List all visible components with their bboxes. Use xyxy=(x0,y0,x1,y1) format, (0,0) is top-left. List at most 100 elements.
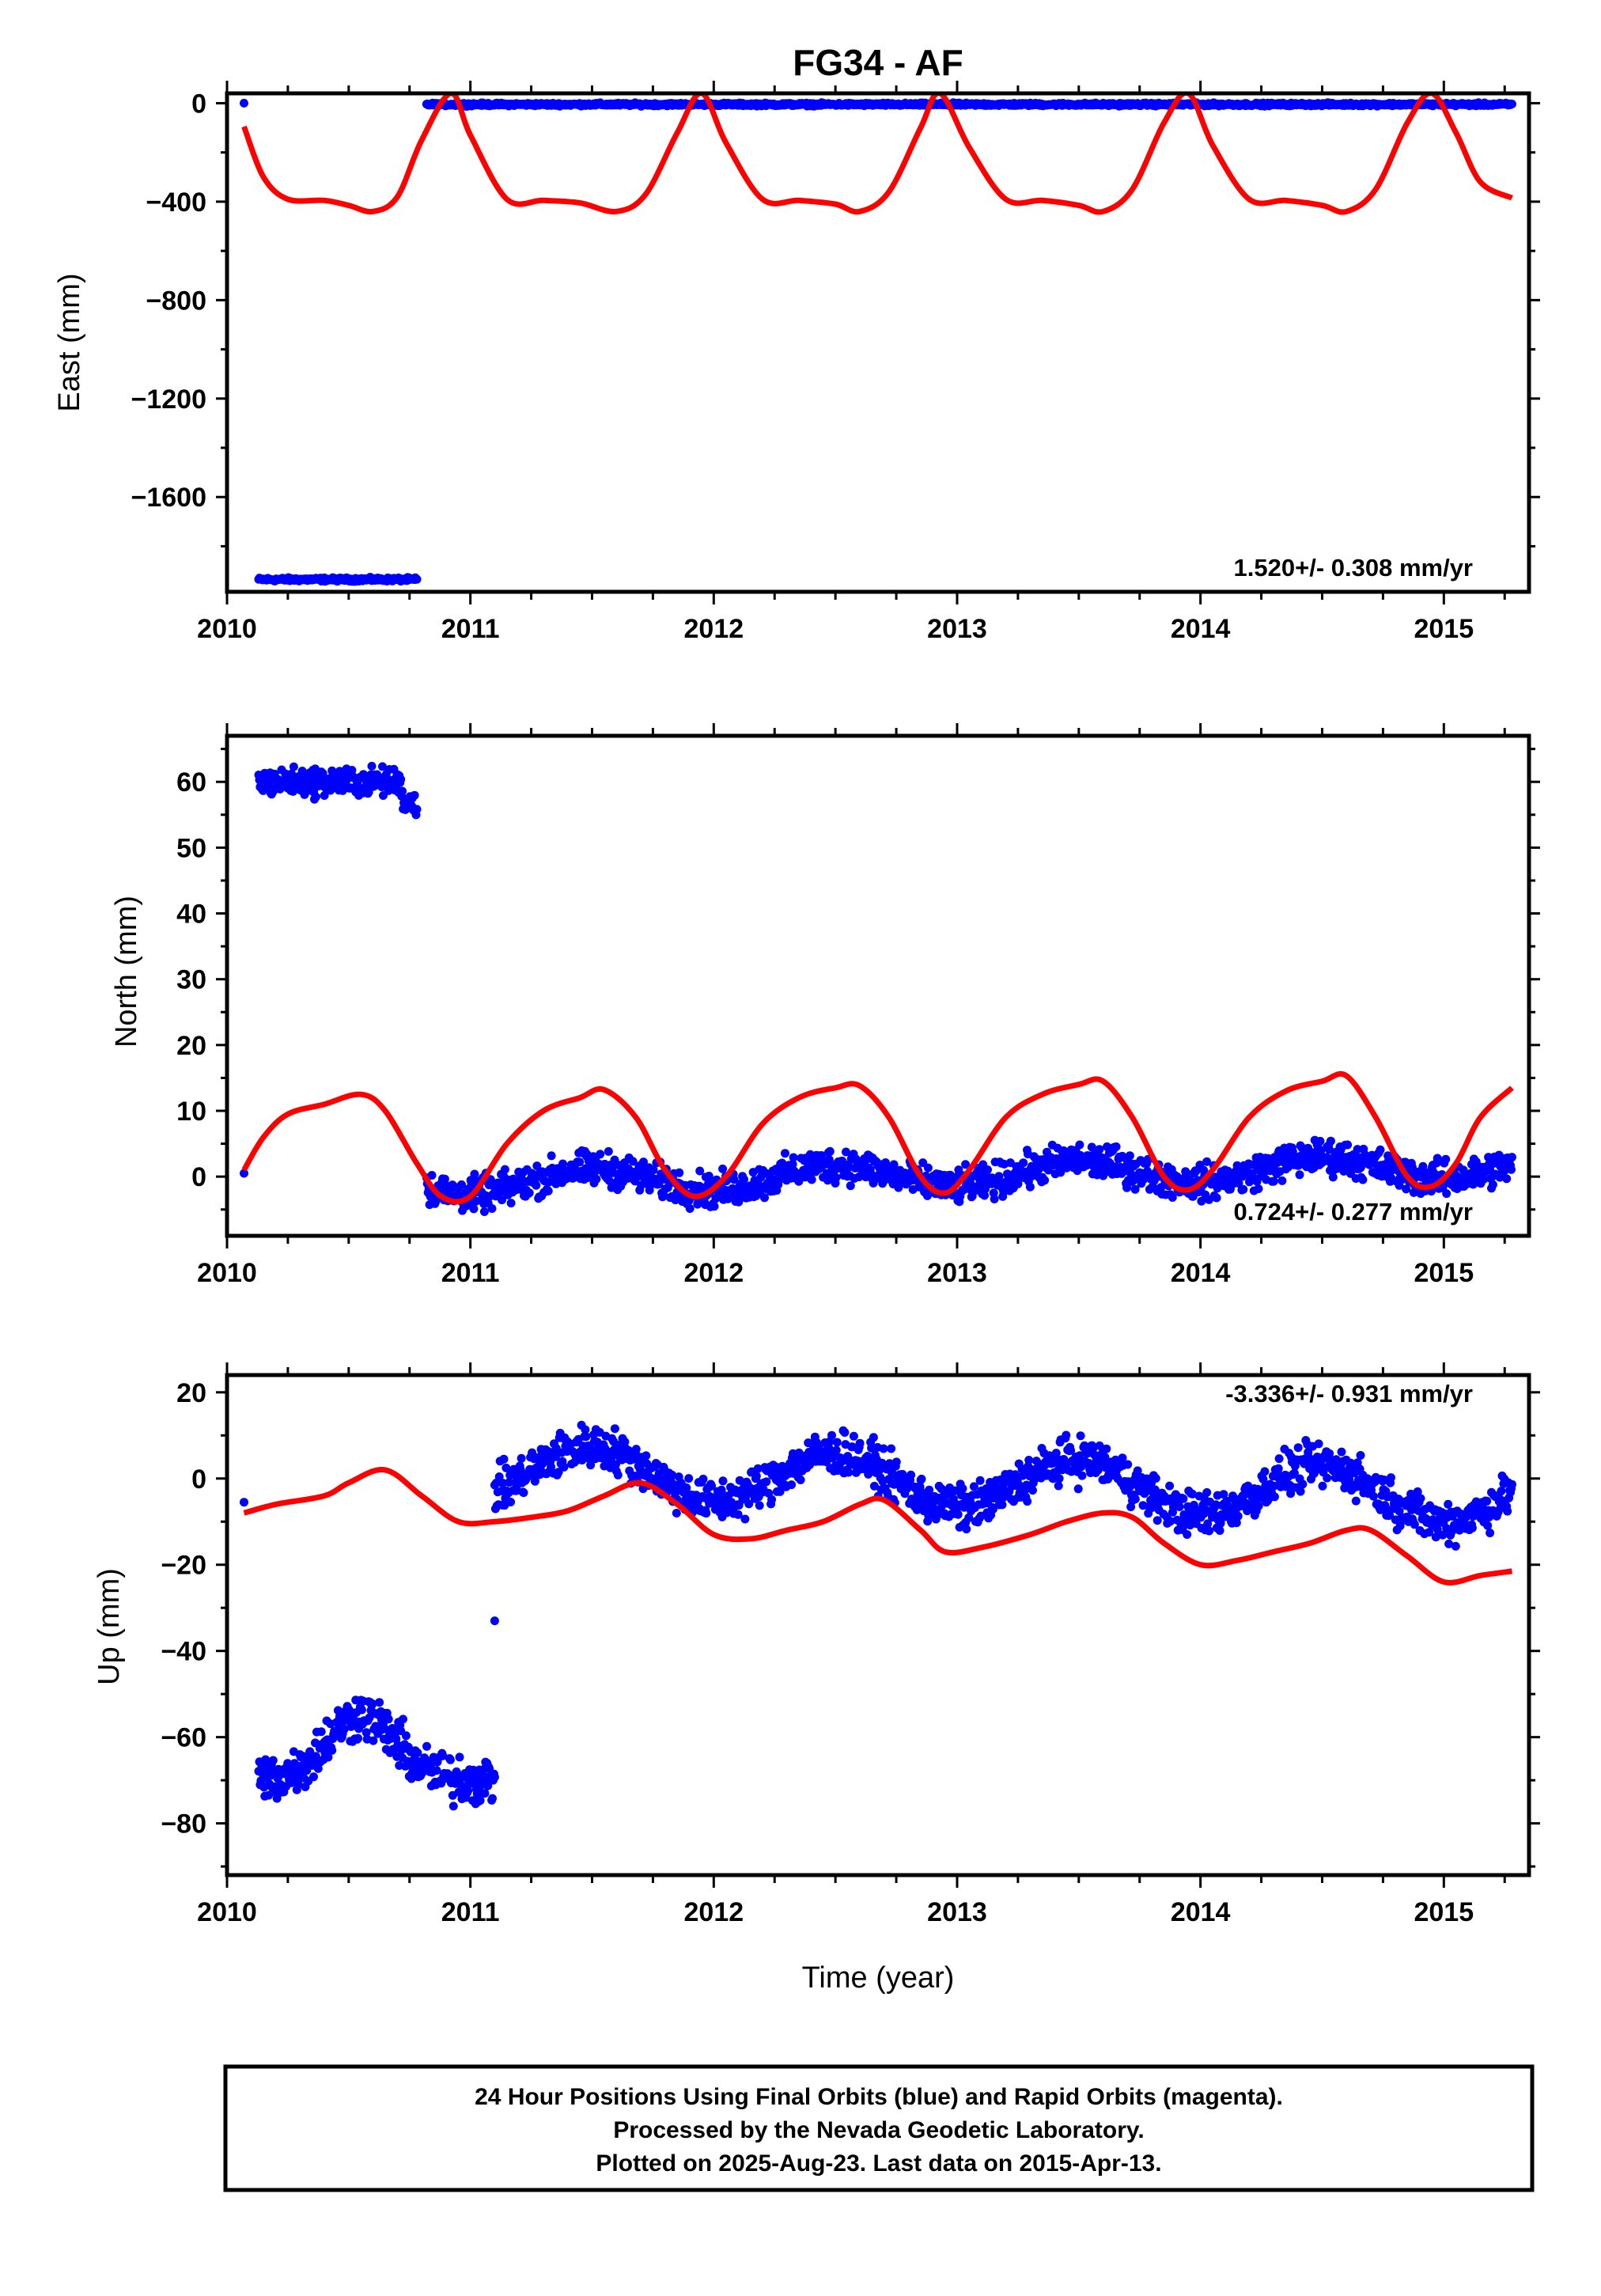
up-final-point xyxy=(1123,1460,1133,1469)
north-final-point xyxy=(990,1195,999,1203)
north-final-point xyxy=(547,1151,556,1161)
north-xtick-label: 2013 xyxy=(927,1258,987,1288)
east-rapid-series-line xyxy=(241,93,1514,215)
north-final-point xyxy=(427,1171,437,1180)
up-final-point xyxy=(449,1802,458,1811)
north-final-point xyxy=(639,1157,648,1167)
up-final-point xyxy=(1395,1521,1405,1531)
north-final-point xyxy=(1234,1179,1243,1188)
up-final-point xyxy=(869,1433,878,1442)
up-final-point xyxy=(915,1482,925,1491)
north-final-point xyxy=(506,1199,516,1208)
north-ytick-label: 0 xyxy=(191,1162,206,1192)
north-final-point xyxy=(1254,1184,1263,1193)
up-final-point xyxy=(906,1470,916,1480)
up-final-point xyxy=(950,1486,959,1495)
east-plot-area xyxy=(240,93,1516,586)
north-final-point xyxy=(1353,1145,1362,1154)
north-final-point xyxy=(1441,1154,1451,1164)
up-final-point xyxy=(832,1438,842,1447)
north-final-point xyxy=(718,1164,728,1173)
north-xtick-label: 2010 xyxy=(197,1258,257,1288)
north-final-point xyxy=(1488,1180,1497,1189)
north-final-point xyxy=(1407,1162,1417,1172)
north-final-point xyxy=(1326,1136,1335,1146)
up-final-point xyxy=(1205,1526,1214,1536)
up-final-point xyxy=(849,1431,858,1441)
up-final-point xyxy=(753,1464,763,1473)
north-final-point xyxy=(1212,1193,1221,1203)
up-final-point xyxy=(917,1474,926,1483)
north-final-point xyxy=(740,1175,748,1184)
north-panel: North (mm) 0.724+/- 0.277 mm/yr 2010 2011… xyxy=(110,723,1540,1288)
north-final-point xyxy=(1507,1165,1516,1174)
north-final-point xyxy=(628,1157,638,1166)
east-xtick-label: 2014 xyxy=(1171,614,1231,644)
north-final-point xyxy=(1025,1182,1035,1192)
up-final-point xyxy=(499,1454,509,1464)
up-final-point xyxy=(953,1510,963,1519)
up-final-point xyxy=(642,1451,651,1461)
north-ytick-label: 50 xyxy=(176,833,206,863)
up-final-point xyxy=(751,1472,761,1481)
up-final-point xyxy=(1054,1474,1064,1483)
up-final-point xyxy=(844,1468,853,1477)
north-final-point xyxy=(608,1168,618,1177)
up-final-point xyxy=(1260,1467,1270,1476)
up-final-point xyxy=(1150,1485,1160,1495)
east-xtick-label: 2011 xyxy=(441,614,500,644)
up-final-point xyxy=(831,1445,841,1455)
north-final-point xyxy=(1156,1183,1166,1192)
north-final-point xyxy=(1130,1184,1140,1194)
north-final-point xyxy=(1075,1140,1084,1150)
up-final-point xyxy=(475,1796,485,1805)
up-final-point xyxy=(422,1741,431,1751)
up-final-point xyxy=(1151,1474,1160,1483)
up-final-point xyxy=(1130,1495,1140,1504)
north-final-point xyxy=(825,1146,835,1156)
up-final-point xyxy=(767,1495,777,1504)
up-final-point xyxy=(827,1430,836,1440)
up-final-point xyxy=(787,1480,797,1490)
north-final-point xyxy=(695,1166,705,1176)
up-final-point xyxy=(610,1424,619,1434)
up-final-point xyxy=(1219,1490,1228,1499)
north-final-point xyxy=(1325,1145,1334,1154)
up-final-point xyxy=(264,1790,274,1800)
north-final-point xyxy=(807,1175,816,1184)
up-final-point xyxy=(1413,1487,1422,1496)
up-final-point xyxy=(268,1756,278,1765)
north-ytick-label: 30 xyxy=(176,965,206,995)
up-final-point xyxy=(361,1728,371,1737)
north-final-point xyxy=(1508,1153,1516,1162)
north-final-point xyxy=(842,1147,850,1157)
up-final-point xyxy=(840,1428,850,1437)
up-final-point xyxy=(1270,1492,1279,1502)
up-final-point xyxy=(1385,1510,1395,1520)
up-final-point xyxy=(432,1766,441,1775)
north-final-point xyxy=(524,1188,534,1198)
north-final-point xyxy=(487,1204,497,1213)
up-final-point xyxy=(1293,1443,1303,1453)
north-final-point xyxy=(1442,1189,1451,1199)
up-final-point xyxy=(796,1476,805,1484)
up-final-point xyxy=(1076,1431,1085,1441)
up-final-point xyxy=(1148,1503,1156,1512)
up-final-point xyxy=(925,1485,934,1495)
north-final-point xyxy=(710,1202,719,1211)
up-final-point xyxy=(1368,1491,1378,1501)
north-final-point xyxy=(774,1180,783,1189)
north-final-point xyxy=(312,792,320,801)
up-final-point xyxy=(488,1794,497,1803)
up-final-point xyxy=(1179,1494,1188,1503)
up-final-point xyxy=(506,1498,516,1506)
north-final-point xyxy=(1239,1184,1248,1194)
east-final-point xyxy=(412,574,422,584)
up-final-point xyxy=(1051,1449,1061,1458)
north-final-point xyxy=(760,1193,769,1203)
up-final-point xyxy=(869,1481,879,1491)
north-final-point xyxy=(398,786,407,796)
up-final-point xyxy=(1152,1516,1162,1525)
up-final-point xyxy=(1410,1520,1419,1529)
up-final-point xyxy=(1080,1441,1089,1450)
